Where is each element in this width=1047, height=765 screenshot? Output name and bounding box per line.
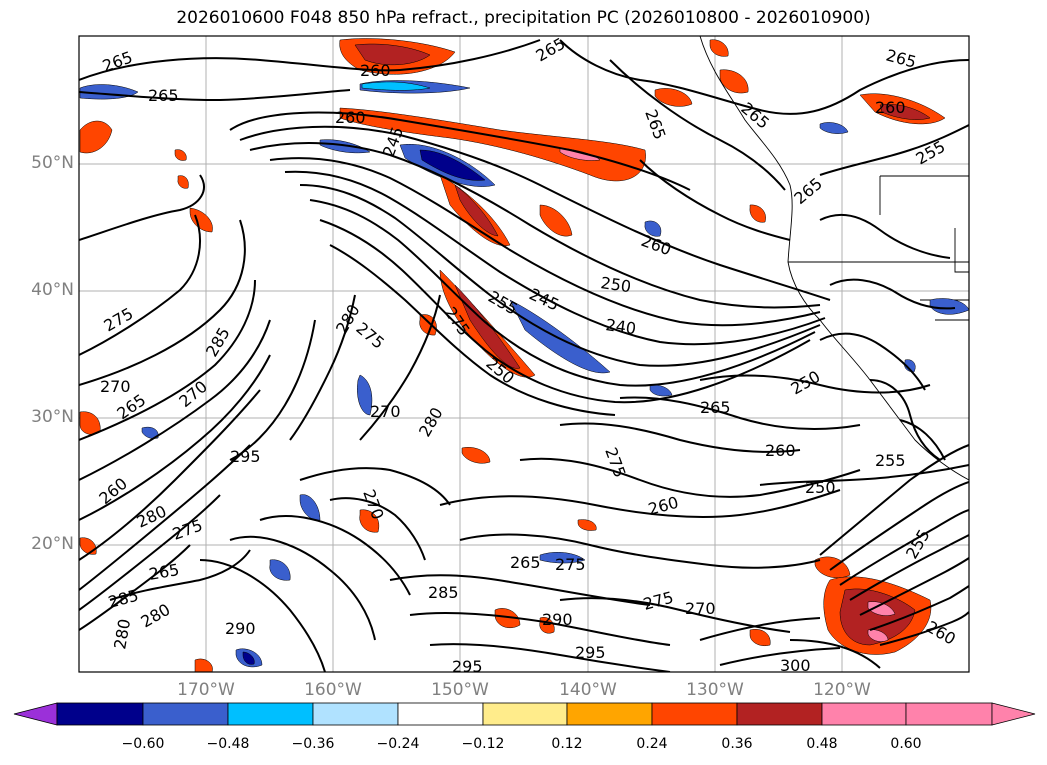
lat-label: 20°N — [31, 534, 74, 554]
colorbar-segment — [142, 702, 229, 726]
map-title: 2026010600 F048 850 hPa refract., precip… — [176, 8, 871, 28]
colorbar-segment — [651, 702, 738, 726]
colorbar-tick: −0.48 — [206, 736, 250, 752]
colorbar-tick: 0.60 — [890, 736, 922, 752]
colorbar-segment — [56, 702, 144, 726]
contour-label: 240 — [604, 315, 637, 338]
contour-label: 265 — [700, 398, 731, 417]
colorbar-tick: −0.12 — [461, 736, 505, 752]
contour-label: 300 — [780, 656, 811, 675]
colorbar-segment — [905, 702, 993, 726]
contour-label: 270 — [370, 402, 401, 421]
contour-label: 250 — [599, 273, 632, 296]
contour-label: 260 — [875, 98, 906, 117]
refractivity-contours — [79, 39, 969, 672]
lon-label: 130°W — [686, 680, 744, 700]
contour-label: 285 — [428, 583, 459, 602]
plot-frame — [78, 35, 970, 673]
colorbar-tick: 0.24 — [636, 736, 668, 752]
contour-label: 270 — [100, 377, 131, 396]
contour-label: 275 — [555, 555, 586, 574]
lon-label: 140°W — [559, 680, 617, 700]
lon-label: 170°W — [177, 680, 235, 700]
lat-label: 30°N — [31, 407, 74, 427]
colorbar-segment — [736, 702, 823, 726]
colorbar-tick: 0.48 — [806, 736, 838, 752]
lon-label: 120°W — [813, 680, 871, 700]
lat-label: 50°N — [31, 153, 74, 173]
colorbar — [13, 702, 1036, 726]
colorbar-tick: 0.36 — [721, 736, 753, 752]
colorbar-tick: 0.12 — [551, 736, 583, 752]
colorbar-tick: −0.60 — [121, 736, 165, 752]
contour-label: 250 — [805, 478, 836, 497]
contour-label: 295 — [575, 643, 606, 662]
contour-label: 295 — [452, 657, 483, 676]
colorbar-extend-low — [13, 702, 58, 726]
lon-label: 160°W — [304, 680, 362, 700]
contour-label: 270 — [685, 599, 716, 618]
colorbar-segment — [312, 702, 399, 726]
contour-label: 260 — [360, 61, 391, 80]
contour-label: 255 — [875, 451, 906, 470]
colorbar-segment — [566, 702, 653, 726]
colorbar-segment — [397, 702, 484, 726]
lon-label: 150°W — [431, 680, 489, 700]
colorbar-segment — [482, 702, 568, 726]
precip-negative — [79, 80, 969, 668]
contour-label: 260 — [335, 108, 366, 127]
lat-label: 40°N — [31, 280, 74, 300]
colorbar-tick: −0.36 — [291, 736, 335, 752]
contour-label: 265 — [510, 553, 541, 572]
contour-label: 295 — [230, 447, 261, 466]
colorbar-extend-high — [991, 702, 1036, 726]
contour-label: 290 — [225, 619, 256, 638]
colorbar-segment — [227, 702, 314, 726]
contour-label: 260 — [765, 441, 796, 460]
colorbar-segment — [821, 702, 907, 726]
colorbar-tick: −0.24 — [376, 736, 420, 752]
contour-label: 265 — [148, 86, 179, 105]
contour-label: 290 — [542, 610, 573, 629]
